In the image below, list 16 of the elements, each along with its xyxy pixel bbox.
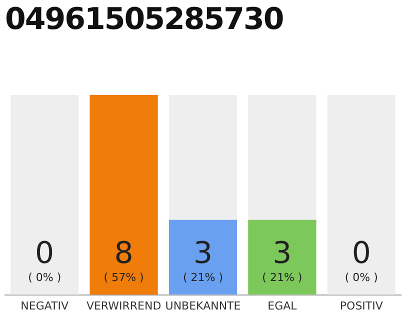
annotation: ( 0% )	[28, 270, 62, 284]
data-label: 3	[193, 236, 213, 271]
chart-title: 04961505285730	[5, 2, 284, 37]
x-tick-label: UNBEKANNTE	[165, 299, 241, 312]
x-tick-label: POSITIV	[340, 299, 384, 312]
annotation: ( 21% )	[262, 270, 302, 284]
data-label: 8	[114, 236, 134, 271]
data-label: 3	[272, 236, 292, 271]
data-label: 0	[35, 236, 54, 271]
data-label: 0	[352, 236, 371, 271]
x-tick-label: EGAL	[268, 299, 298, 312]
x-tick-label: NEGATIV	[20, 299, 69, 312]
annotation: ( 21% )	[182, 270, 224, 284]
annotation: ( 0% )	[344, 270, 378, 284]
annotation: ( 57% )	[104, 270, 144, 284]
x-tick-label: VERWIRREND	[86, 299, 162, 312]
